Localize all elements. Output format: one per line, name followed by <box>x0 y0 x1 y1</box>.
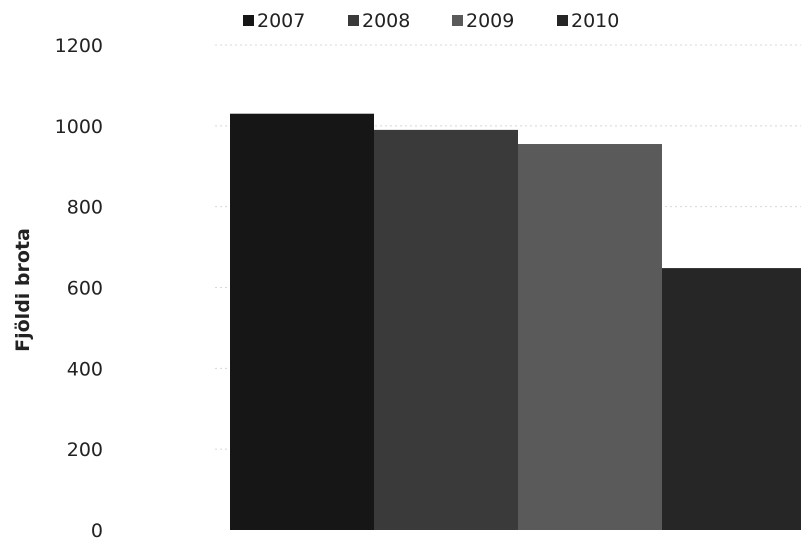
legend-swatch-2010 <box>557 15 568 26</box>
y-tick-label-200: 200 <box>67 439 103 461</box>
legend-swatch-2008 <box>348 15 359 26</box>
y-tick-label-1000: 1000 <box>55 116 103 138</box>
bars <box>230 113 801 531</box>
legend-label-2008: 2008 <box>362 10 410 32</box>
bar-2007 <box>230 113 374 530</box>
y-tick-label-1200: 1200 <box>55 35 103 57</box>
legend-label-2007: 2007 <box>257 10 305 32</box>
legend-label-2010: 2010 <box>571 10 619 32</box>
legend: 2007 2008 2009 2010 <box>243 10 619 32</box>
y-tick-label-800: 800 <box>67 197 103 219</box>
y-tick-label-400: 400 <box>67 358 103 380</box>
y-axis: 0 200 400 600 800 1000 1200 <box>55 35 103 538</box>
bar-2008 <box>374 129 518 530</box>
legend-swatch-2009 <box>452 15 463 26</box>
bar-2010 <box>662 268 801 530</box>
y-tick-label-0: 0 <box>91 520 103 538</box>
legend-swatch-2007 <box>243 15 254 26</box>
legend-label-2009: 2009 <box>466 10 514 32</box>
y-tick-label-600: 600 <box>67 278 103 300</box>
bar-2009 <box>518 144 662 531</box>
y-axis-title: Fjöldi brota <box>12 228 34 352</box>
